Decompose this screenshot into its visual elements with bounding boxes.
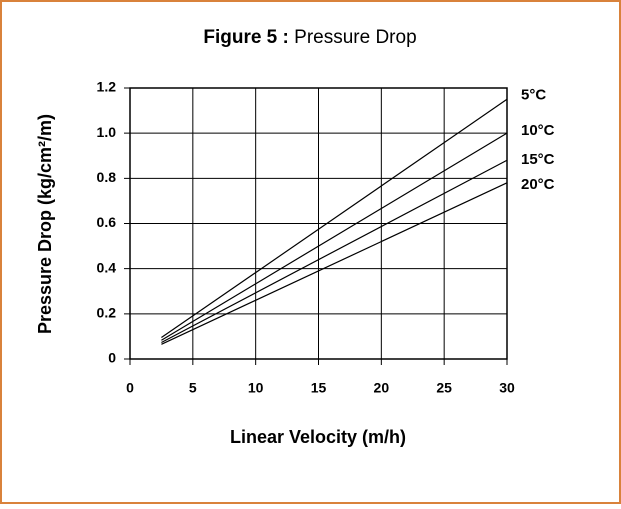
x-tick-label: 5 [189, 380, 197, 396]
y-tick-label: 0.2 [97, 305, 117, 321]
y-tick-label: 0.4 [97, 259, 117, 275]
y-tick-label: 0.8 [97, 169, 117, 185]
x-tick-label: 30 [499, 380, 515, 396]
chart-title: Figure 5 : Pressure Drop [203, 27, 416, 48]
series-label: 10°C [521, 122, 555, 139]
title-label: Figure 5 : [203, 27, 289, 48]
y-tick-label: 0.6 [97, 214, 117, 230]
y-axis-label: Pressure Drop (kg/cm²/m) [35, 114, 55, 334]
x-axis-label: Linear Velocity (m/h) [230, 427, 406, 447]
x-tick-label: 10 [248, 380, 264, 396]
series-line [161, 132, 508, 341]
series-line [161, 98, 508, 339]
series-label: 5°C [521, 86, 546, 103]
title-text: Pressure Drop [294, 27, 417, 48]
series-line [161, 182, 508, 345]
x-tick-label: 25 [436, 380, 452, 396]
y-tick-label: 0 [108, 350, 116, 366]
x-tick-label: 15 [311, 380, 327, 396]
series-label: 20°C [521, 176, 555, 193]
y-tick-label: 1.0 [97, 124, 117, 140]
y-tick-label: 1.2 [97, 79, 117, 95]
series-label: 15°C [521, 151, 555, 168]
series-line [161, 159, 508, 344]
plot-frame [129, 87, 508, 360]
x-tick-label: 0 [126, 380, 134, 396]
x-tick-label: 20 [374, 380, 390, 396]
